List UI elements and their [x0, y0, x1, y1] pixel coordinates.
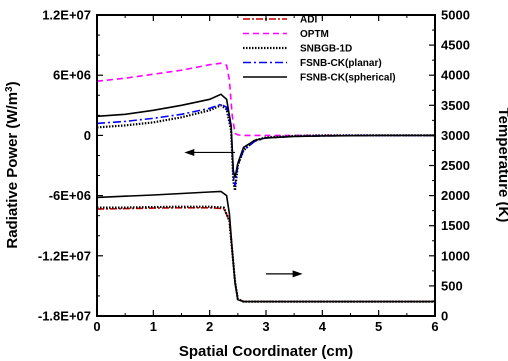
y-right-tick-label: 2000 — [441, 188, 470, 203]
legend-label: FSNB-CK(planar) — [300, 58, 382, 69]
series-line-snbgb-1d-temperature — [97, 205, 435, 303]
y-right-tick-label: 5000 — [441, 8, 470, 23]
legend-label: FSNB-CK(spherical) — [300, 73, 396, 84]
arrow-left-annotation — [184, 148, 236, 156]
y-right-tick-label: 1500 — [441, 218, 470, 233]
x-tick-label: 6 — [431, 319, 438, 334]
y-right-tick-label: 0 — [441, 309, 448, 324]
x-tick-label: 4 — [319, 319, 327, 334]
y-axis-left-label: Radiative Power (W/m3) — [4, 81, 21, 248]
y-left-tick-label: -6E+06 — [49, 188, 91, 203]
y-right-tick-label: 3500 — [441, 98, 470, 113]
series-line-snbgb-1d-radiative — [97, 104, 435, 191]
x-axis-label: Spatial Coordinater (cm) — [179, 343, 353, 360]
y-right-tick-label: 2500 — [441, 158, 470, 173]
legend-label: SNBGB-1D — [300, 44, 352, 55]
legend-item-fsnb-ck-spherical: FSNB-CK(spherical) — [243, 73, 396, 84]
y-left-tick-label: 1.2E+07 — [42, 8, 91, 23]
y-axis-left-label-end: ) — [4, 81, 21, 86]
y-right-tick-label: 1000 — [441, 248, 470, 263]
arrow-right-annotation — [266, 270, 303, 278]
x-tick-label: 5 — [375, 319, 382, 334]
legend-item-fsnb-ck-planar: FSNB-CK(planar) — [243, 58, 382, 69]
y-right-tick-label: 500 — [441, 278, 463, 293]
y-axis-left-label-sup: 3 — [4, 86, 15, 92]
series-line-optm-radiative — [97, 62, 435, 137]
y-right-tick-label: 3000 — [441, 128, 470, 143]
x-tick-label: 0 — [93, 319, 100, 334]
plot-area — [97, 62, 435, 303]
plot-frame — [96, 14, 436, 317]
y-right-tick-label: 4500 — [441, 38, 470, 53]
y-left-tick-label: -1.2E+07 — [38, 248, 91, 263]
series-line-adi-radiative — [97, 207, 435, 303]
y-left-tick-label: -1.8E+07 — [38, 309, 91, 324]
y-right-tick-label: 4000 — [441, 68, 470, 83]
y-left-tick-label: 6E+06 — [53, 68, 91, 83]
legend-label: ADI — [300, 15, 317, 26]
y-axis-left-label-base: Radiative Power (W/m — [4, 92, 21, 249]
series-line-fsnb-ck-planar-radiative — [97, 103, 435, 186]
legend-item-optm: OPTM — [243, 29, 329, 40]
x-tick-label: 3 — [262, 319, 269, 334]
legend-item-adi: ADI — [243, 15, 317, 26]
y-axis-right-label: Temperature (K) — [495, 108, 508, 223]
legend-label: OPTM — [300, 29, 329, 40]
axes: 0 1 2 3 4 5 6 -1.8E+07 -1.2E+07 -6E+06 0 6E+06 1.2E+… — [38, 8, 470, 335]
y-left-tick-label: 0 — [84, 128, 91, 143]
legend-item-snbgb-1d: SNBGB-1D — [243, 44, 352, 55]
x-tick-label: 2 — [206, 319, 213, 334]
series-line-fsnb-ck-spherical-radiative — [97, 93, 435, 178]
x-tick-label: 1 — [150, 319, 157, 334]
legend: ADI OPTM SNBGB-1D FSNB-CK(planar) FSNB-CK(sp… — [243, 15, 396, 84]
series-line-fsnb-ck-spherical-temperature — [97, 190, 435, 303]
